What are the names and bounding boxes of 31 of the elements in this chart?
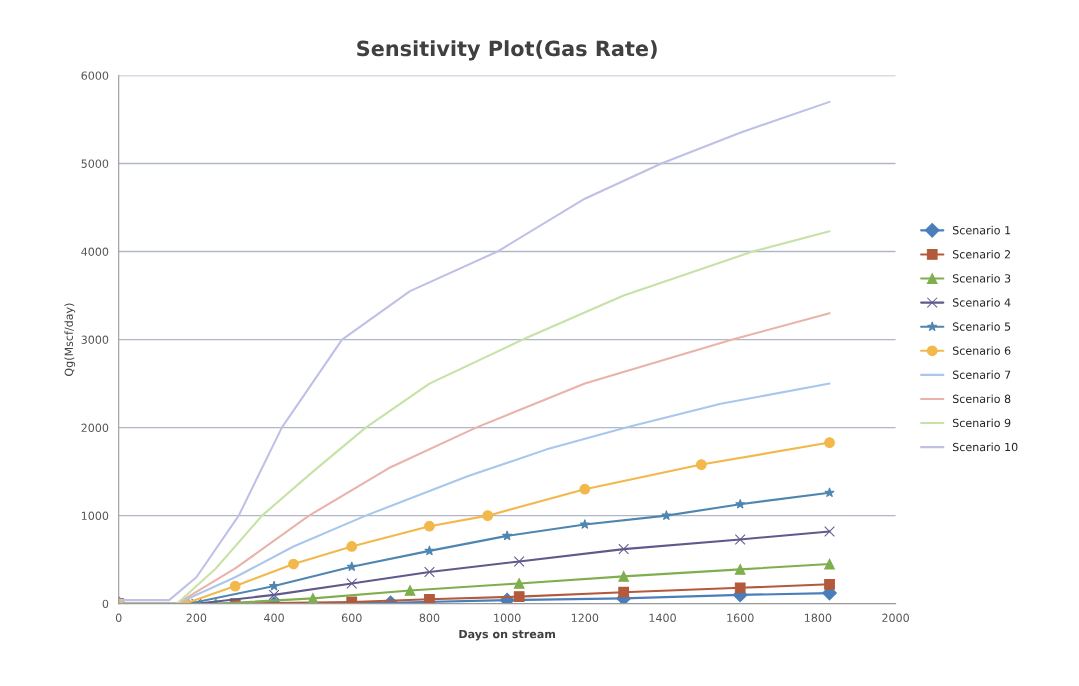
legend-label: Scenario 2 [952,249,1011,259]
legend-label: Scenario 7 [952,370,1011,379]
legend-label: Scenario 6 [952,346,1011,355]
y-tick-label: 4000 [81,247,109,256]
legend-label: Scenario 8 [952,394,1011,404]
legend-label: Scenario 5 [952,322,1011,331]
y-axis-title: Qg(Mscf/day) [64,303,76,376]
chart-title: Sensitivity Plot(Gas Rate) [357,40,657,61]
legend-label: Scenario 1 [952,225,1011,235]
x-tick-label: 0 [115,613,122,622]
y-tick-label: 1000 [81,511,109,521]
x-tick-label: 1800 [804,613,832,622]
x-tick-label: 400 [264,613,284,622]
legend-label: Scenario 3 [952,273,1011,283]
x-tick-label: 1400 [649,613,676,622]
x-axis-title: Days on stream [459,629,556,641]
x-tick-label: 2000 [882,613,909,622]
y-tick-label: 5000 [81,159,109,168]
y-tick-label: 3000 [81,335,109,344]
y-tick-label: 2000 [81,423,109,432]
x-tick-label: 1600 [727,613,754,622]
y-tick-label: 6000 [81,71,109,80]
legend-label: Scenario 9 [952,418,1011,428]
y-tick-label: 0 [102,599,109,609]
x-tick-label: 800 [419,613,440,622]
x-tick-label: 600 [341,613,362,622]
legend-label: Scenario 10 [952,442,1018,452]
legend-label: Scenario 4 [952,298,1011,307]
x-tick-label: 200 [186,613,207,622]
x-tick-label: 1200 [571,613,599,622]
x-tick-label: 1000 [494,613,521,622]
